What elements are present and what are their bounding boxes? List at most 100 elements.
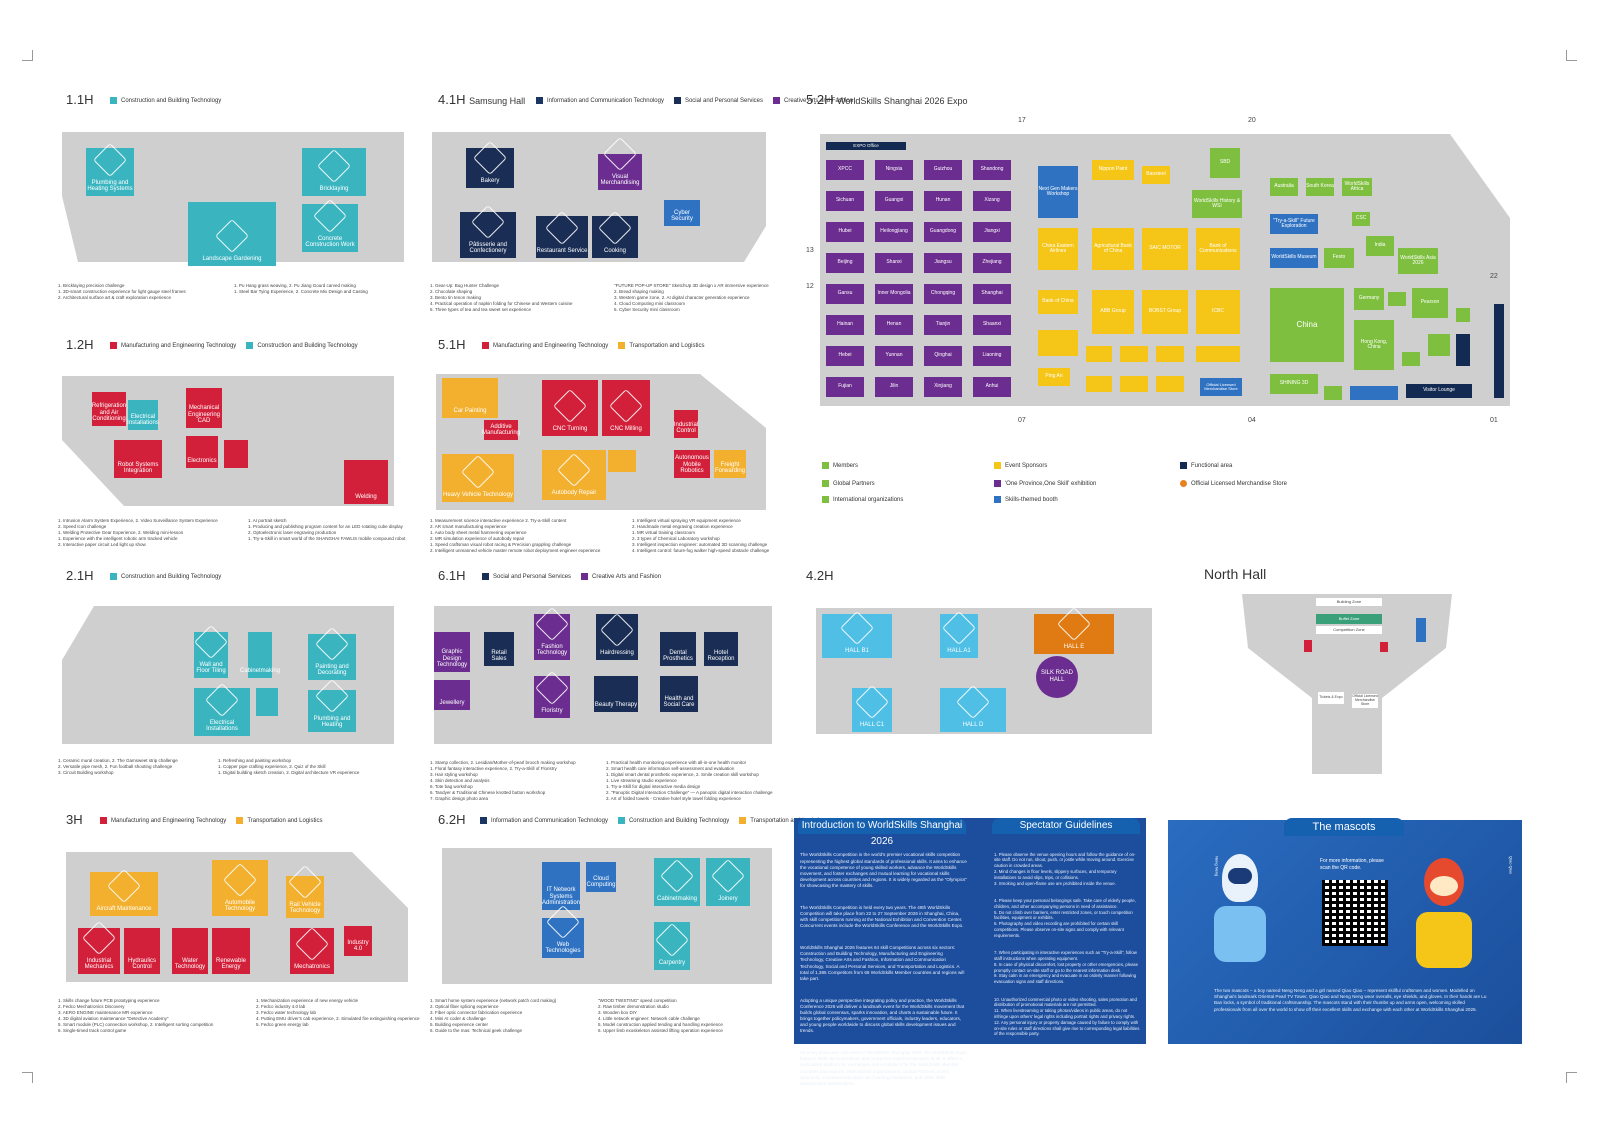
sponsor-booth[interactable]: Agricultural Bank of China xyxy=(1092,228,1134,270)
province-booth[interactable]: Sichuan xyxy=(826,191,864,211)
sponsor-booth[interactable] xyxy=(1120,376,1148,392)
room-cabinetmaking-2[interactable]: Cabinetmaking xyxy=(654,858,700,906)
province-booth[interactable]: Shanghai xyxy=(973,284,1011,304)
room-graphic-design[interactable]: Graphic Design Technology xyxy=(434,632,470,672)
room-automobile-technology[interactable]: Automobile Technology xyxy=(212,860,268,916)
room-landscape-gardening[interactable]: Landscape Gardening xyxy=(188,202,276,266)
room-it-network[interactable]: IT Network Systems Administration xyxy=(542,862,580,910)
expo-office[interactable]: EXPO Office xyxy=(826,142,906,150)
province-booth[interactable]: Hebei xyxy=(826,346,864,366)
room-dental-prosthetics[interactable]: Dental Prosthetics xyxy=(660,632,696,666)
room-rail-vehicle[interactable]: Rail Vehicle Technology xyxy=(286,864,324,918)
province-booth[interactable]: XPCC xyxy=(826,160,864,180)
sponsor-booth[interactable]: ABB Group xyxy=(1092,290,1134,334)
room-construction[interactable] xyxy=(256,688,278,716)
room-beauty-therapy[interactable]: Beauty Therapy xyxy=(594,676,638,712)
room-visual-merchandising[interactable]: Visual Merchandising xyxy=(598,136,642,190)
skills-booth[interactable]: WorldSkills Museum xyxy=(1270,248,1318,268)
province-booth[interactable]: Guizhou xyxy=(924,160,962,180)
province-booth[interactable]: Jiangxi xyxy=(973,222,1011,242)
room-restaurant-service[interactable]: Restaurant Service xyxy=(536,211,588,258)
province-booth[interactable]: Yunnan xyxy=(875,346,913,366)
members-booth[interactable] xyxy=(1324,386,1342,400)
room-autobody-repair[interactable]: Autobody Repair xyxy=(542,450,606,500)
room-robot-systems[interactable]: Robot Systems Integration xyxy=(114,440,162,478)
members-booth[interactable]: Germany xyxy=(1354,288,1384,310)
north-hall-zone[interactable] xyxy=(1380,642,1388,652)
province-booth[interactable]: Chongqing xyxy=(924,284,962,304)
room-bricklaying[interactable]: Bricklaying xyxy=(302,148,366,196)
room-refrigeration[interactable]: Refrigeration and Air Conditioning xyxy=(92,392,126,426)
room-electrical-installations[interactable]: Electrical Installations xyxy=(127,400,159,430)
province-booth[interactable]: Xizang xyxy=(973,191,1011,211)
north-hall-zone[interactable] xyxy=(1416,618,1426,642)
sponsor-booth[interactable]: BOBST Group xyxy=(1142,290,1188,334)
sponsor-booth[interactable]: Ping An xyxy=(1038,368,1070,386)
room-hall-d[interactable]: HALL D xyxy=(940,685,1006,732)
room-car-painting[interactable]: Car Painting xyxy=(442,378,498,418)
north-hall-zone[interactable]: Competition Zone xyxy=(1316,626,1382,634)
province-booth[interactable]: Henan xyxy=(875,315,913,335)
north-hall-zone[interactable]: Building Zone xyxy=(1316,598,1382,606)
sponsor-booth[interactable]: SAIC MOTOR xyxy=(1142,228,1188,270)
room-web-technologies[interactable]: Web Technologies xyxy=(542,904,584,958)
members-booth[interactable]: CSC xyxy=(1352,212,1370,226)
members-booth[interactable]: WorldSkills Asia 2026 xyxy=(1398,248,1438,274)
room-cloud-computing[interactable]: Cloud Computing xyxy=(586,862,616,892)
room-silk-road-hall[interactable]: SILK ROAD HALL xyxy=(1036,656,1078,698)
room-mechanical-cad[interactable]: Mechanical Engineering CAD xyxy=(186,388,222,428)
room-plumbing-heating-2[interactable]: Plumbing and Heating xyxy=(308,678,356,732)
members-booth[interactable]: WorldSkills History & WSI xyxy=(1192,190,1242,218)
north-hall-zone[interactable]: Tickets & Expo xyxy=(1318,692,1344,704)
sponsor-booth[interactable]: SBD xyxy=(1210,148,1240,178)
room-electrical-installations-2[interactable]: Electrical Installations xyxy=(194,682,250,736)
room-plumbing-heating[interactable]: Plumbing and Heating Systems xyxy=(86,142,134,196)
room-water-technology[interactable]: Water Technology xyxy=(172,928,208,974)
province-booth[interactable]: Shaanxi xyxy=(973,315,1011,335)
province-booth[interactable]: Hunan xyxy=(924,191,962,211)
province-booth[interactable]: Gansu xyxy=(826,284,864,304)
province-booth[interactable]: Jiangsu xyxy=(924,253,962,273)
room-retail-sales[interactable]: Retail Sales xyxy=(484,632,514,666)
sponsor-booth[interactable] xyxy=(1086,346,1112,362)
functional-area[interactable] xyxy=(1494,304,1504,398)
province-booth[interactable]: Inner Mongolia xyxy=(875,284,913,304)
province-booth[interactable]: Anhui xyxy=(973,377,1011,397)
room-cooking[interactable]: Cooking xyxy=(592,211,638,258)
north-hall-zone[interactable]: Buffet Zone xyxy=(1316,614,1382,624)
province-booth[interactable]: Shandong xyxy=(973,160,1011,180)
north-hall-zone[interactable] xyxy=(1304,640,1312,652)
room-cabinetmaking[interactable]: Cabinetmaking xyxy=(240,632,280,678)
room-mechatronics[interactable]: Mechatronics xyxy=(290,927,334,974)
sponsor-booth[interactable] xyxy=(1156,376,1184,392)
province-booth[interactable]: Heilongjiang xyxy=(875,222,913,242)
sponsor-booth[interactable] xyxy=(1038,330,1078,356)
sponsor-booth[interactable]: China Eastern Airlines xyxy=(1038,228,1078,270)
room-cnc-milling[interactable]: CNC Milling xyxy=(602,380,650,436)
sponsor-booth[interactable] xyxy=(1156,346,1184,362)
province-booth[interactable]: Hainan xyxy=(826,315,864,335)
room-joinery[interactable]: Joinery xyxy=(706,858,750,906)
members-booth[interactable]: Pearson xyxy=(1412,288,1448,318)
room-health-social-care[interactable]: Health and Social Care xyxy=(660,676,698,712)
sponsor-booth[interactable] xyxy=(1196,346,1240,362)
province-booth[interactable]: Fujian xyxy=(826,377,864,397)
north-hall-zone[interactable]: Official Licensed Merchandise Store xyxy=(1352,694,1378,708)
room-hall-c1[interactable]: HALL C1 xyxy=(852,685,892,732)
room-electronics[interactable]: Electronics xyxy=(186,436,218,468)
sponsor-booth[interactable]: ICBC xyxy=(1196,290,1240,334)
north-hall-map[interactable] xyxy=(1232,588,1462,778)
room-painting-decorating[interactable]: Painting and Decorating xyxy=(308,626,356,680)
room-heavy-vehicle[interactable]: Heavy Vehicle Technology xyxy=(442,454,514,502)
room-hotel-reception[interactable]: Hotel Reception xyxy=(704,632,738,666)
members-booth[interactable] xyxy=(1402,352,1420,366)
province-booth[interactable]: Qinghai xyxy=(924,346,962,366)
room-carpentry[interactable]: Carpentry xyxy=(654,922,690,970)
room-jewellery[interactable]: Jewellery xyxy=(434,680,470,710)
room-bakery[interactable]: Bakery xyxy=(466,141,514,188)
qr-code[interactable] xyxy=(1322,880,1388,946)
room-hairdressing[interactable]: Hairdressing xyxy=(596,613,638,660)
members-booth[interactable]: WorldSkills Africa xyxy=(1342,178,1372,196)
province-booth[interactable]: Beijing xyxy=(826,253,864,273)
room-hall-b1[interactable]: HALL B1 xyxy=(822,611,892,658)
